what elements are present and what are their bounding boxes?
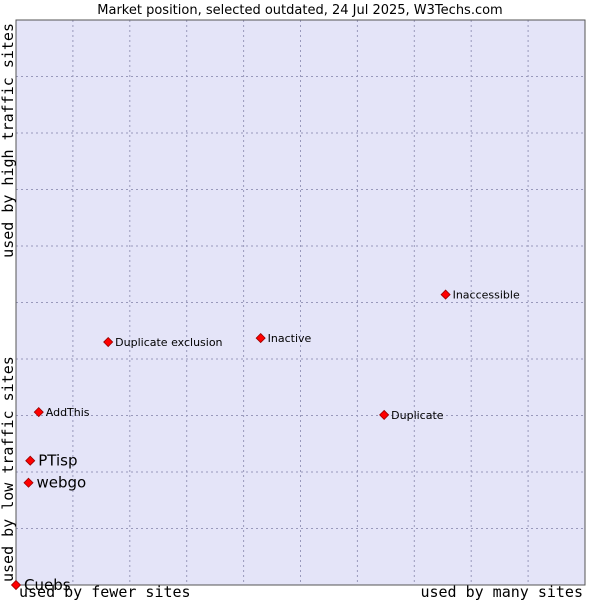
- point-label-webgo: webgo: [37, 474, 87, 492]
- point-label-duplicate: Duplicate: [391, 409, 444, 422]
- point-marker-duplicate-exclusion: [103, 336, 114, 348]
- y-axis-label-bottom: used by low traffic sites: [0, 356, 17, 582]
- data-point-ptisp: PTisp: [25, 452, 77, 470]
- plot-border: [15, 19, 586, 586]
- data-point-webgo: webgo: [23, 474, 87, 492]
- point-marker-inaccessible: [440, 289, 451, 300]
- x-axis-label-right: used by many sites: [420, 583, 583, 600]
- point-marker-cuebs: [10, 579, 22, 591]
- data-point-cuebs: Cuebs: [10, 576, 71, 594]
- data-points: Inaccessible Duplicate exclusion Inactive A…: [10, 289, 520, 594]
- data-point-addthis: AddThis: [33, 406, 90, 419]
- point-marker-inactive: [255, 333, 266, 344]
- point-label-inaccessible: Inaccessible: [453, 289, 520, 302]
- point-label-duplicate-exclusion: Duplicate exclusion: [115, 336, 222, 349]
- point-label-ptisp: PTisp: [38, 452, 77, 470]
- point-marker-ptisp: [25, 455, 36, 466]
- y-axis-label-top: used by high traffic sites: [0, 23, 17, 258]
- data-point-inaccessible: Inaccessible: [440, 289, 520, 302]
- point-label-inactive: Inactive: [268, 332, 312, 345]
- point-marker-addthis: [33, 407, 44, 418]
- point-marker-webgo: [23, 477, 34, 488]
- data-point-inactive: Inactive: [255, 332, 312, 345]
- grid-lines: [16, 20, 585, 585]
- chart-title: Market position, selected outdated, 24 J…: [97, 3, 502, 18]
- data-point-duplicate-exclusion: Duplicate exclusion: [103, 336, 223, 349]
- data-point-duplicate: Duplicate: [379, 409, 444, 422]
- point-marker-duplicate: [379, 409, 390, 421]
- x-axis-label-left: used by fewer sites: [19, 583, 191, 600]
- point-label-addthis: AddThis: [46, 406, 90, 419]
- point-label-cuebs: Cuebs: [24, 576, 71, 594]
